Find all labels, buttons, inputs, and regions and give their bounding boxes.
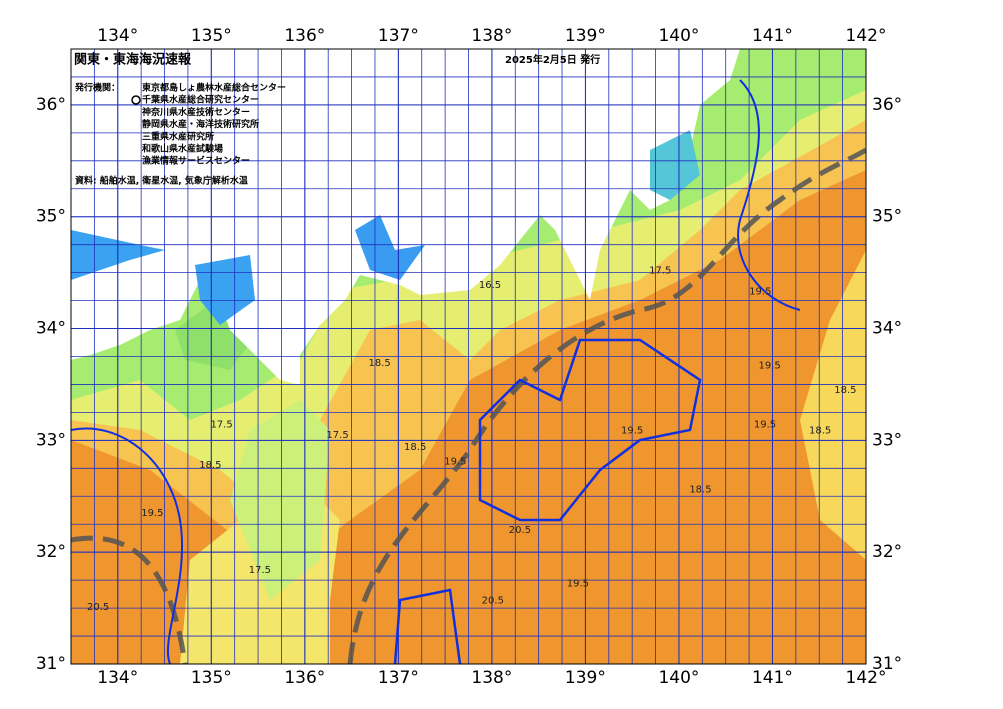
x-tick-label: 138° [471, 26, 512, 46]
frame [70, 48, 867, 665]
x-tick-label: 139° [565, 26, 606, 46]
contour-label: 19.5 [754, 420, 776, 431]
y-tick-label: 34° [36, 319, 66, 339]
y-tick-label: 35° [872, 207, 902, 227]
x-tick-label: 139° [565, 668, 606, 688]
issuer: 漁業情報サービスセンター [142, 155, 250, 167]
issuer: 三重県水産研究所 [142, 130, 214, 142]
x-tick-label: 138° [471, 668, 512, 688]
contour-label: 16.5 [479, 280, 501, 291]
contour-label: 18.5 [834, 385, 856, 396]
issuer-label: 発行機関： [74, 82, 120, 94]
x-tick-label: 137° [378, 668, 419, 688]
y-tick-label: 32° [36, 542, 66, 562]
issuer-list: 東京都島しょ農林水産総合センター千葉県水産総合研究センター神奈川県水産技術センタ… [141, 82, 286, 167]
contour-label: 18.5 [404, 442, 426, 453]
x-tick-label: 141° [752, 668, 793, 688]
contour-label: 20.5 [482, 595, 504, 606]
y-tick-label: 35° [36, 207, 66, 227]
x-tick-label: 135° [191, 668, 232, 688]
contour-label: 19.5 [759, 360, 781, 371]
contour-label: 18.5 [199, 460, 221, 471]
axes: 134° 134° 135° 135° 136° 136° 137° 137° 138° 138°… [36, 26, 902, 688]
contour-label: 19.5 [567, 578, 589, 589]
contour-label: 18.5 [809, 425, 831, 436]
y-tick-label: 33° [872, 430, 902, 450]
contour-label: 19.5 [749, 287, 771, 298]
contour-label: 17.5 [210, 420, 232, 431]
x-tick-label: 134° [97, 668, 138, 688]
contour-label: 18.5 [689, 485, 711, 496]
sea-yellow [800, 250, 866, 560]
y-tick-label: 36° [36, 95, 66, 115]
issuer: 千葉県水産総合研究センター [142, 94, 259, 106]
x-tick-label: 142° [846, 668, 887, 688]
contour-label: 19.5 [621, 425, 643, 436]
contour-line [478, 338, 702, 522]
y-tick-label: 32° [872, 542, 902, 562]
title: 関東・東海海況速報 [74, 52, 192, 68]
source: 資料: 船舶水温, 衛星水温, 気象庁解析水温 [75, 175, 248, 187]
contour-labels: 19.5 19.5 19.5 18.5 18.5 17.5 17.5 18.5 19.5 20.5… [87, 265, 857, 613]
y-tick-label: 33° [36, 430, 66, 450]
kuroshio-axis [71, 147, 866, 664]
bay [355, 215, 425, 280]
bay [650, 130, 700, 200]
contour-label: 19.5 [141, 508, 163, 519]
x-tick-label: 136° [284, 668, 325, 688]
x-tick-label: 142° [846, 26, 887, 46]
x-tick-label: 135° [191, 26, 232, 46]
y-tick-label: 31° [36, 654, 66, 674]
y-tick-label: 36° [872, 95, 902, 115]
contour-label: 17.5 [649, 265, 671, 276]
x-tick-label: 141° [752, 26, 793, 46]
x-tick-label: 136° [284, 26, 325, 46]
x-tick-label: 140° [658, 26, 699, 46]
marker [131, 95, 141, 105]
y-tick-label: 31° [872, 654, 902, 674]
map-area: 19.5 19.5 19.5 18.5 18.5 17.5 17.5 18.5 19.5 20.5… [71, 49, 866, 664]
contour-label: 17.5 [249, 565, 271, 576]
issue-date: 2025年2月5日 発行 [505, 53, 600, 66]
issuer: 和歌山県水産試験場 [141, 143, 223, 155]
issuer: 神奈川県水産技術センター [142, 106, 250, 118]
contour-label: 17.5 [326, 430, 348, 441]
grid [71, 49, 866, 664]
y-tick-label: 34° [872, 319, 902, 339]
contour-label: 20.5 [509, 525, 531, 536]
contour-line [393, 588, 462, 664]
contour-line [71, 427, 184, 664]
x-tick-label: 140° [658, 668, 699, 688]
issuer: 東京都島しょ農林水産総合センター [142, 82, 286, 94]
contour-label: 19.5 [444, 457, 466, 468]
x-tick-label: 137° [378, 26, 419, 46]
contour-label: 18.5 [369, 358, 391, 369]
contour-label: 20.5 [87, 602, 109, 613]
contour-line [737, 79, 801, 311]
issuer: 静岡県水産・海洋技術研究所 [142, 118, 259, 130]
x-tick-label: 134° [97, 26, 138, 46]
